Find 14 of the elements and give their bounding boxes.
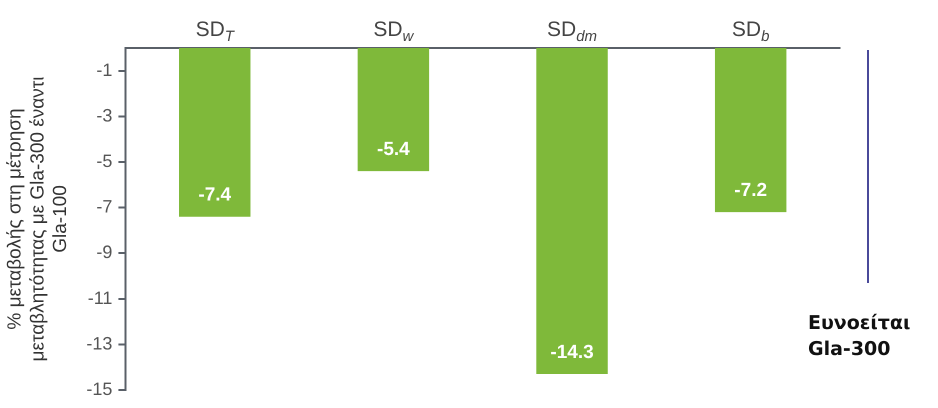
data-label: -7.2 [734,180,768,201]
y-tick-label: -3 [96,105,112,126]
data-label: -14.3 [550,342,594,363]
y-tick-label: -15 [86,378,112,399]
y-tick-label: -13 [86,333,112,354]
y-tick-label: -9 [96,242,112,262]
y-tick-label: -11 [88,288,112,308]
y-axis-title: % μεταβολής στη μέτρηση μεταβλητότητας με Gla-300 έναντι Gla-100 [4,76,72,362]
y-tick-label: -5 [96,150,112,171]
y-tick-label: -7 [96,196,112,217]
y-tick-label: -1 [96,60,112,80]
data-label: -5.4 [377,138,410,160]
data-label: -7.4 [198,184,232,206]
annotation: Ευνοείται Gla-300 [808,311,912,362]
